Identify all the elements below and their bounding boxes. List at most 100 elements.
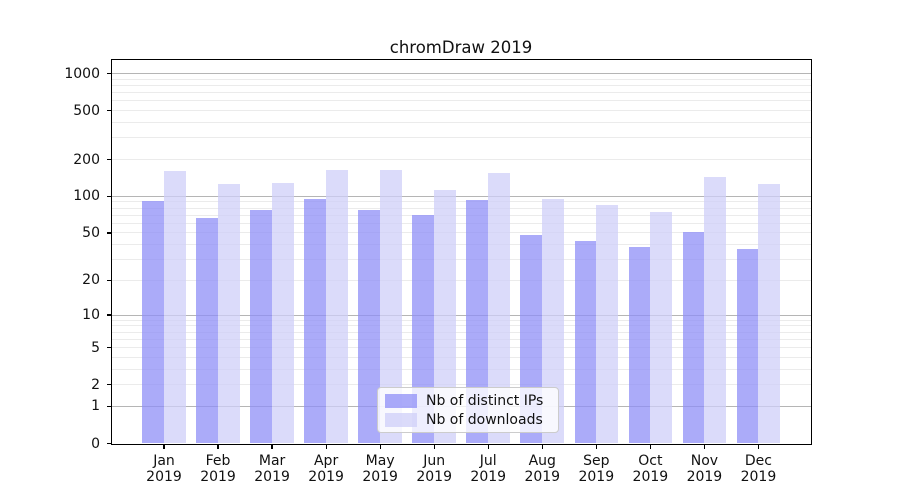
x-tick-mark bbox=[379, 444, 381, 449]
gridline-minor bbox=[112, 100, 811, 102]
gridline-minor bbox=[112, 222, 811, 224]
bar-downloads-aug bbox=[542, 198, 565, 444]
gridline-minor bbox=[112, 214, 811, 216]
gridline-minor bbox=[112, 347, 811, 349]
x-tick-mark bbox=[757, 444, 760, 449]
y-tick-label: 1000 bbox=[64, 65, 100, 82]
bar-ips-mar bbox=[250, 209, 273, 444]
x-tick-mark bbox=[325, 444, 327, 449]
gridline-minor bbox=[112, 356, 811, 358]
x-tick-mark bbox=[487, 444, 489, 449]
gridline-minor bbox=[112, 84, 811, 86]
y-tick-mark bbox=[106, 346, 111, 349]
gridline-minor bbox=[112, 384, 811, 386]
y-tick-label: 0 bbox=[91, 435, 100, 452]
y-tick-mark bbox=[106, 195, 111, 197]
y-tick-label: 200 bbox=[73, 151, 100, 168]
bar-downloads-may bbox=[380, 169, 402, 444]
legend-swatch-downloads bbox=[385, 412, 417, 427]
bar-ips-apr bbox=[304, 199, 327, 444]
bar-ips-jul bbox=[466, 199, 489, 444]
gridline-minor bbox=[112, 201, 811, 203]
gridline-minor bbox=[112, 368, 811, 370]
y-tick-mark bbox=[106, 405, 111, 407]
x-tick-label: Nov 2019 bbox=[686, 452, 723, 486]
y-tick-mark bbox=[106, 279, 111, 282]
bar-ips-may bbox=[358, 210, 381, 444]
bar-ips-jan bbox=[142, 200, 164, 444]
gridline-minor bbox=[112, 122, 811, 124]
y-tick-label: 500 bbox=[73, 102, 100, 119]
bar-ips-oct bbox=[628, 247, 651, 444]
gridline-minor bbox=[112, 92, 811, 94]
y-tick-mark bbox=[106, 72, 111, 75]
y-tick-label: 5 bbox=[91, 339, 100, 356]
y-tick-label: 50 bbox=[82, 224, 100, 241]
bar-downloads-sep bbox=[596, 204, 619, 444]
y-tick-label: 2 bbox=[91, 376, 100, 393]
bar-ips-dec bbox=[736, 248, 759, 444]
x-tick-label: Dec 2019 bbox=[740, 452, 777, 486]
x-tick-label: Sep 2019 bbox=[578, 452, 615, 486]
legend-swatch-distinct-ips bbox=[385, 393, 417, 408]
y-tick-mark bbox=[106, 110, 111, 112]
x-tick-mark bbox=[271, 444, 273, 449]
y-tick-mark bbox=[106, 442, 111, 445]
bar-ips-jun bbox=[412, 215, 435, 444]
y-tick-mark bbox=[106, 158, 111, 161]
bar-downloads-nov bbox=[704, 176, 727, 444]
gridline-minor bbox=[112, 232, 811, 234]
x-tick-label: Apr 2019 bbox=[308, 452, 344, 486]
x-tick-mark bbox=[433, 444, 435, 449]
x-tick-mark bbox=[649, 444, 651, 449]
bar-downloads-dec bbox=[758, 183, 781, 444]
x-tick-label: May 2019 bbox=[362, 452, 398, 486]
bar-downloads-jul bbox=[488, 172, 511, 444]
y-tick-label: 1 bbox=[91, 398, 100, 415]
y-tick-mark bbox=[106, 384, 111, 386]
y-tick-mark bbox=[106, 314, 111, 316]
bar-downloads-apr bbox=[326, 169, 348, 444]
gridline-minor bbox=[112, 325, 811, 327]
gridline-major bbox=[112, 195, 811, 197]
gridline-minor bbox=[112, 110, 811, 112]
gridline-minor bbox=[112, 331, 811, 333]
x-tick-mark bbox=[703, 444, 705, 449]
x-tick-label: Oct 2019 bbox=[632, 452, 669, 486]
x-tick-label: Aug 2019 bbox=[524, 452, 561, 486]
plot-frame bbox=[111, 59, 812, 445]
bar-downloads-jun bbox=[434, 190, 456, 444]
gridline-major bbox=[112, 73, 811, 75]
gridline-minor bbox=[112, 137, 811, 139]
gridline-minor bbox=[112, 207, 811, 209]
y-tick-label: 20 bbox=[82, 272, 100, 289]
legend: Nb of distinct IPs Nb of downloads bbox=[377, 387, 559, 433]
legend-item-downloads: Nb of downloads bbox=[385, 412, 558, 428]
legend-item-distinct-ips: Nb of distinct IPs bbox=[385, 393, 558, 409]
bar-ips-feb bbox=[196, 217, 219, 444]
y-tick-label: 10 bbox=[82, 307, 100, 324]
x-tick-label: Jun 2019 bbox=[416, 452, 452, 486]
y-tick-label: 100 bbox=[73, 188, 100, 205]
x-tick-label: Mar 2019 bbox=[254, 452, 290, 486]
x-tick-mark bbox=[541, 444, 543, 449]
x-tick-mark bbox=[595, 444, 597, 449]
gridline-minor bbox=[112, 259, 811, 261]
chart-title: chromDraw 2019 bbox=[389, 38, 533, 57]
gridline-minor bbox=[112, 279, 811, 281]
gridline-major bbox=[112, 314, 811, 316]
bar-ips-nov bbox=[682, 231, 705, 444]
legend-label-distinct-ips: Nb of distinct IPs bbox=[426, 392, 544, 409]
gridline-minor bbox=[112, 78, 811, 80]
x-tick-mark bbox=[217, 444, 219, 449]
gridline-minor bbox=[112, 244, 811, 246]
gridline-minor bbox=[112, 338, 811, 340]
bar-downloads-feb bbox=[218, 184, 240, 444]
bar-downloads-jan bbox=[164, 170, 186, 444]
x-tick-label: Jul 2019 bbox=[470, 452, 507, 486]
gridline-minor bbox=[112, 159, 811, 161]
bar-downloads-mar bbox=[272, 183, 294, 444]
x-tick-label: Feb 2019 bbox=[200, 452, 236, 486]
y-tick-mark bbox=[106, 232, 111, 234]
